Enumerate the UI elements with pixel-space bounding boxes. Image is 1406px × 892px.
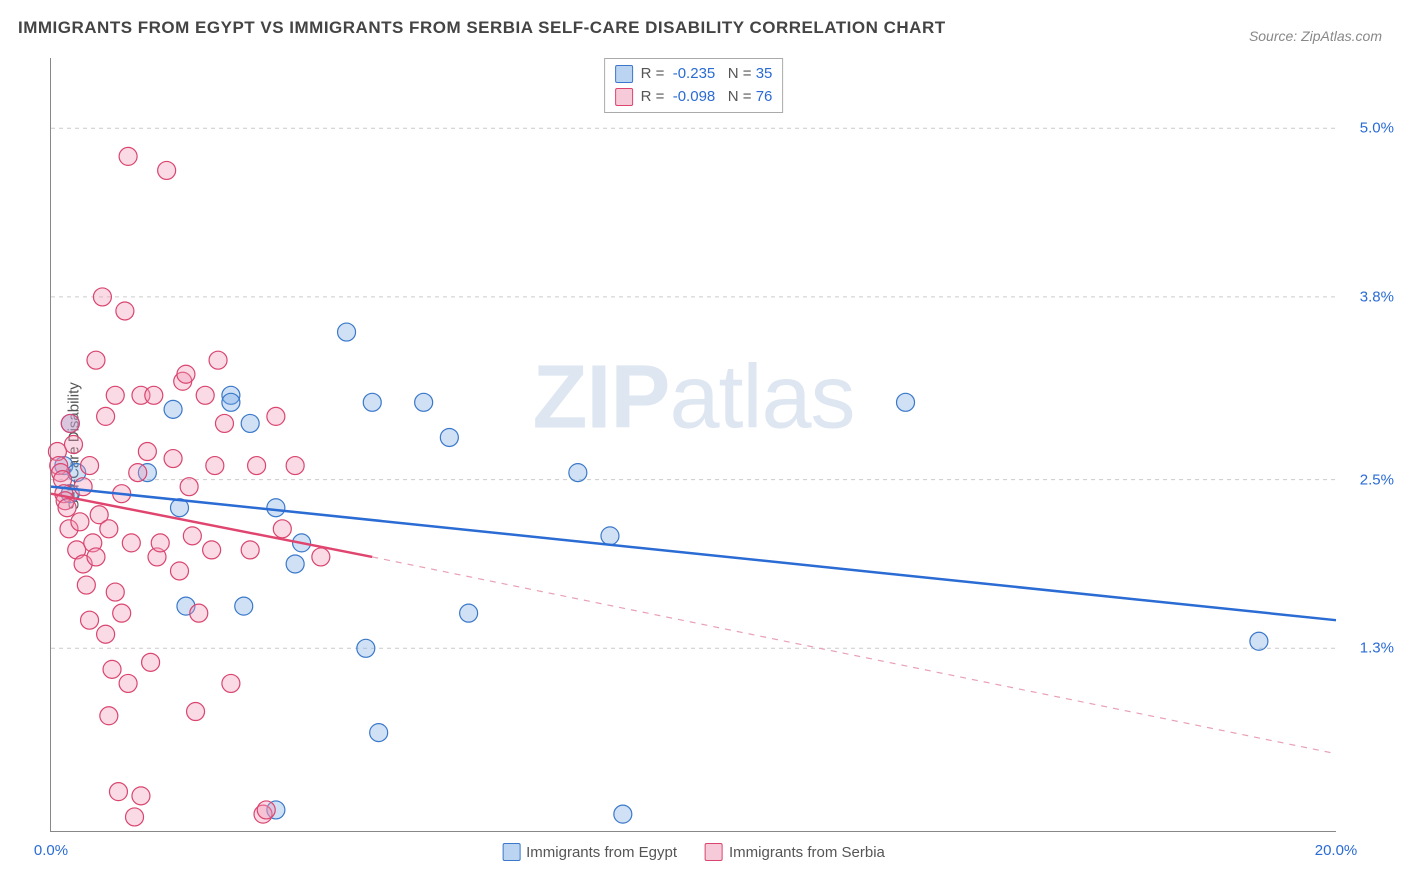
source-label: Source: ZipAtlas.com bbox=[1249, 28, 1382, 44]
stats-text: R = -0.235 N = 35 bbox=[641, 63, 773, 86]
bottom-legend: Immigrants from Egypt Immigrants from Ser… bbox=[502, 843, 885, 861]
x-tick-label: 20.0% bbox=[1315, 842, 1358, 859]
legend-swatch bbox=[705, 843, 723, 861]
chart-title: IMMIGRANTS FROM EGYPT VS IMMIGRANTS FROM… bbox=[18, 18, 946, 38]
legend-swatch bbox=[502, 843, 520, 861]
stats-row: R = -0.098 N = 76 bbox=[615, 86, 773, 109]
legend-swatch bbox=[615, 65, 633, 83]
plot-area: ZIPatlas R = -0.235 N = 35R = -0.098 N =… bbox=[50, 58, 1336, 832]
legend-item: Immigrants from Egypt bbox=[502, 843, 677, 861]
legend-item: Immigrants from Serbia bbox=[705, 843, 885, 861]
legend-label: Immigrants from Serbia bbox=[729, 844, 885, 861]
legend-swatch bbox=[615, 88, 633, 106]
legend-label: Immigrants from Egypt bbox=[526, 844, 677, 861]
y-tick-label: 5.0% bbox=[1360, 120, 1394, 137]
stats-text: R = -0.098 N = 76 bbox=[641, 86, 773, 109]
y-tick-label: 1.3% bbox=[1360, 640, 1394, 657]
scatter-svg bbox=[51, 58, 1336, 831]
y-tick-label: 3.8% bbox=[1360, 288, 1394, 305]
stats-legend-box: R = -0.235 N = 35R = -0.098 N = 76 bbox=[604, 58, 784, 113]
stats-row: R = -0.235 N = 35 bbox=[615, 63, 773, 86]
y-tick-label: 2.5% bbox=[1360, 471, 1394, 488]
x-tick-label: 0.0% bbox=[34, 842, 68, 859]
